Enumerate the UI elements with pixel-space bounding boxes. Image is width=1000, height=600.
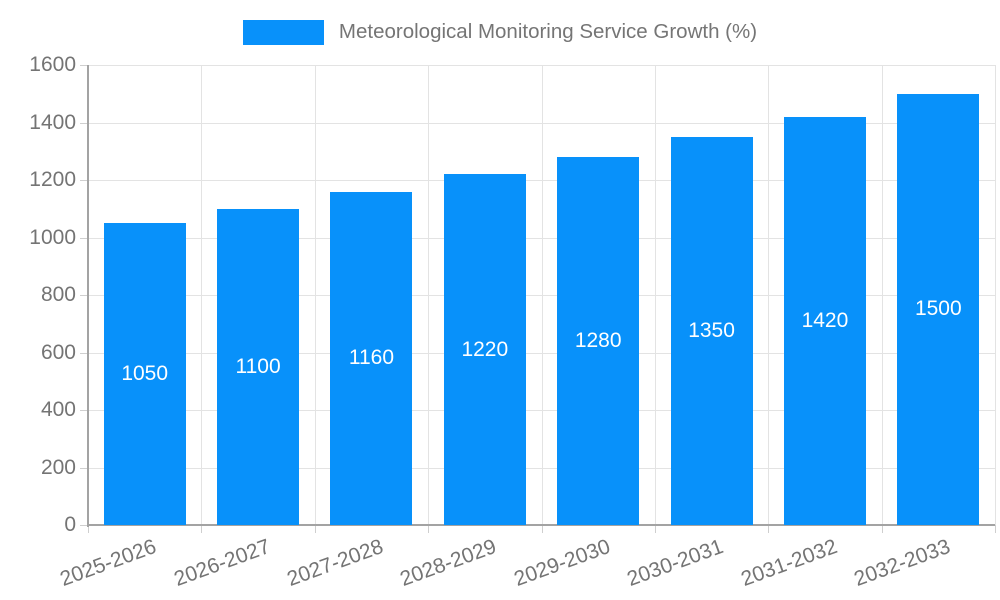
bar-value-label: 1160: [348, 346, 395, 370]
y-axis-tick: [80, 467, 88, 469]
gridline-vertical: [881, 65, 883, 525]
bar-value-label: 1420: [801, 308, 849, 332]
gridline-vertical: [541, 65, 543, 525]
bar-value-label: 1220: [461, 337, 509, 361]
y-axis-tick: [80, 180, 88, 181]
y-axis-tick: [80, 295, 88, 296]
bar: 1160: [330, 191, 413, 525]
gridline-vertical: [654, 65, 656, 525]
x-axis-tick-label: 2027-2028: [284, 535, 387, 591]
gridline-vertical: [314, 65, 316, 525]
bar-value-label: 1100: [235, 354, 281, 378]
x-axis-tick: [881, 525, 883, 533]
x-axis-tick-label: 2029-2030: [510, 535, 614, 591]
legend[interactable]: Meteorological Monitoring Service Growth…: [0, 17, 1000, 47]
gridline-vertical: [768, 65, 770, 525]
x-axis-tick: [541, 525, 543, 533]
x-axis-tick: [314, 525, 316, 533]
x-axis-tick-label: 2031-2032: [737, 535, 840, 591]
x-axis-tick: [654, 525, 656, 533]
x-axis-tick-label: 2030-2031: [624, 535, 727, 591]
x-axis-tick: [995, 525, 996, 533]
y-axis-tick: [80, 410, 88, 411]
x-axis-line: [87, 524, 995, 526]
y-axis-tick-label: 200: [40, 455, 76, 479]
bar: 1220: [443, 174, 526, 525]
bar-value-label: 1050: [121, 362, 169, 386]
x-axis-tick-label: 2032-2033: [850, 535, 954, 591]
y-axis-line: [87, 65, 89, 527]
y-axis-tick: [80, 525, 88, 526]
bar: 1100: [217, 208, 300, 525]
y-axis-tick-label: 1000: [29, 225, 76, 249]
gridline-vertical: [995, 65, 996, 525]
bar-value-label: 1280: [574, 329, 622, 352]
y-axis-tick: [80, 65, 88, 66]
y-axis-tick: [80, 352, 88, 354]
y-axis-tick: [80, 237, 88, 239]
legend-label: Meteorological Monitoring Service Growth…: [338, 20, 758, 43]
y-axis-tick-label: 400: [40, 398, 76, 421]
x-axis-tick: [768, 525, 770, 533]
x-axis-tick-label: 2026-2027: [170, 535, 273, 591]
x-axis-tick-label: 2025-2026: [57, 535, 160, 591]
y-axis-tick-label: 1600: [29, 53, 76, 76]
x-axis-tick-label: 2028-2029: [397, 535, 500, 591]
bar: 1050: [103, 223, 186, 525]
y-axis-tick-label: 0: [64, 513, 76, 536]
x-axis-tick: [88, 525, 89, 533]
x-axis-tick: [201, 525, 203, 533]
y-axis-tick-label: 1400: [29, 110, 76, 134]
bar: 1350: [670, 136, 753, 525]
legend-swatch-icon: [242, 19, 324, 45]
bar: 1420: [783, 116, 866, 525]
gridline-vertical: [428, 65, 430, 525]
y-axis-tick: [80, 122, 88, 124]
x-axis-tick: [428, 525, 430, 533]
y-axis-tick-label: 1200: [29, 168, 76, 191]
y-axis-tick-label: 800: [40, 283, 76, 306]
bar: 1500: [897, 93, 980, 525]
bar-value-label: 1350: [688, 318, 735, 342]
y-axis-tick-label: 600: [40, 340, 76, 364]
bar: 1280: [557, 157, 640, 525]
gridline-vertical: [201, 65, 203, 525]
bar-value-label: 1500: [914, 297, 962, 321]
